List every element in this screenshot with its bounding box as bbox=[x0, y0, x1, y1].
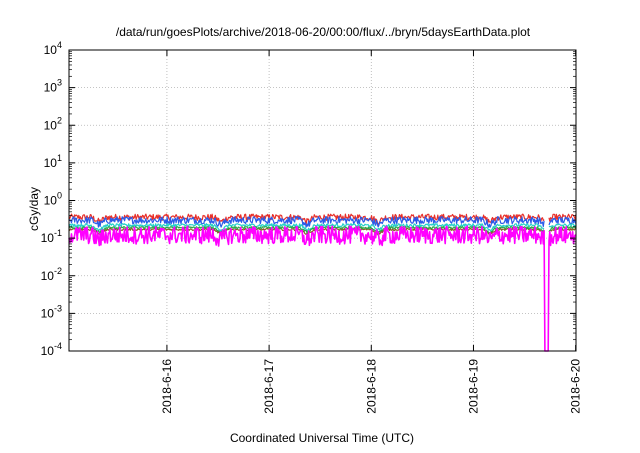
plot-frame bbox=[68, 49, 577, 352]
y-tick-label: 10-3 bbox=[41, 303, 62, 320]
series-line bbox=[68, 223, 577, 232]
y-tick-label: 101 bbox=[44, 153, 62, 170]
x-tick-label: 2018-6-18 bbox=[364, 359, 378, 414]
y-tick-label: 104 bbox=[44, 40, 62, 57]
y-tick-label: 10-2 bbox=[41, 266, 62, 283]
x-tick-label: 2018-6-16 bbox=[160, 359, 174, 414]
series-line bbox=[68, 225, 577, 352]
x-ticks: 2018-6-16 2018-6-17 2018-6-18 2018-6-19 2018… bbox=[160, 50, 583, 414]
y-axis-label: cGy/day bbox=[27, 187, 41, 231]
x-tick-label: 2018-6-20 bbox=[569, 359, 583, 414]
series-layer bbox=[68, 213, 577, 352]
y-tick-label: 100 bbox=[44, 191, 62, 208]
y-tick-label: 102 bbox=[44, 115, 62, 132]
grid bbox=[69, 50, 576, 351]
y-tick-label: 10-1 bbox=[41, 228, 62, 245]
x-tick-label: 2018-6-19 bbox=[466, 359, 480, 414]
y-ticks: 10-4 10-3 10-2 10-1 100 101 102 103 104 bbox=[41, 40, 576, 358]
y-tick-label: 103 bbox=[44, 78, 62, 95]
x-tick-label: 2018-6-17 bbox=[262, 359, 276, 414]
chart-title: /data/run/goesPlots/archive/2018-06-20/0… bbox=[116, 25, 531, 39]
series-line bbox=[68, 215, 577, 228]
y-tick-label: 10-4 bbox=[41, 341, 62, 358]
x-axis-label: Coordinated Universal Time (UTC) bbox=[230, 431, 414, 445]
